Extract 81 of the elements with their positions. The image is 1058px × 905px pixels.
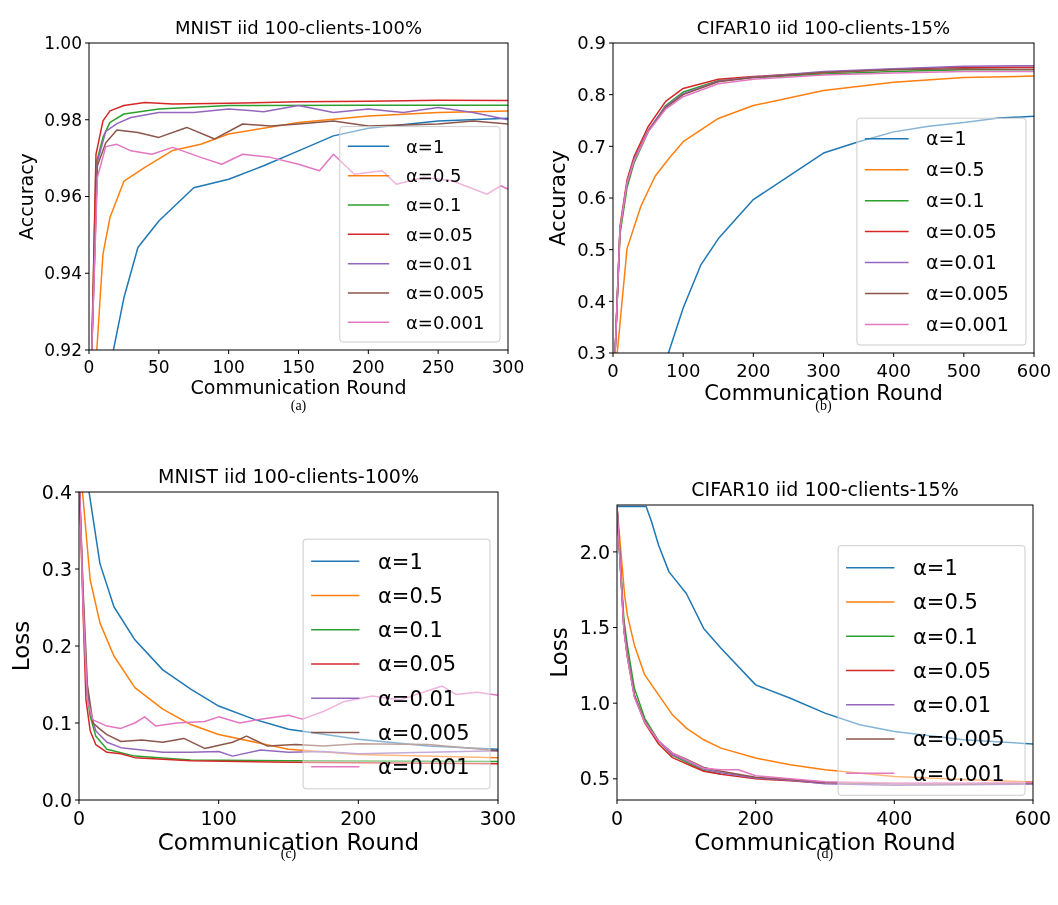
y-axis-title: Accuracy [14,153,37,240]
chart-title: CIFAR10 iid 100-clients-15% [696,17,951,38]
y-tick-label: 0.7 [577,135,606,157]
chart-title: CIFAR10 iid 100-clients-15% [691,478,959,500]
x-tick-label: 100 [200,807,237,829]
x-tick-label: 300 [806,360,841,381]
legend-label: α=0.5 [406,164,462,186]
legend-label: α=0.01 [406,252,474,274]
legend-label: α=0.001 [913,761,1005,786]
x-tick-label: 400 [876,807,913,829]
x-tick-label: 600 [1014,807,1052,829]
legend-label: α=0.01 [378,686,457,711]
legend-label: α=1 [913,556,958,581]
y-tick-label: 0.0 [41,788,72,811]
chart-title: MNIST iid 100-clients-100% [174,17,423,38]
y-tick-label: 0.98 [44,109,82,130]
y-tick-label: 2.0 [579,540,610,563]
legend-label: α=0.1 [406,194,462,216]
y-tick-label: 0.94 [44,263,82,284]
legend-label: α=0.005 [378,720,470,745]
y-tick-label: 0.3 [41,557,72,580]
x-tick-label: 300 [491,357,525,377]
x-tick-label: 200 [736,360,771,381]
y-tick-label: 0.5 [579,767,610,790]
y-axis-title: Loss [546,627,573,678]
legend-label: α=0.05 [406,223,474,245]
y-tick-label: 0.4 [41,480,72,503]
y-tick-label: 0.1 [41,711,72,734]
legend-label: α=0.05 [378,652,457,677]
legend-label: α=0.005 [926,282,1009,305]
x-tick-label: 0 [72,807,86,829]
legend-label: α=1 [406,135,445,157]
x-tick-label: 500 [946,360,982,381]
legend-label: α=0.5 [913,590,978,615]
x-tick-label: 100 [665,360,701,381]
x-tick-label: 0 [610,807,624,829]
y-tick-label: 0.3 [577,342,606,364]
legend-label: α=0.5 [378,583,443,608]
x-axis-title: Communication Round [190,376,407,398]
x-tick-label: 200 [737,807,774,829]
y-tick-label: 0.9 [577,32,606,54]
legend-label: α=0.01 [926,251,997,274]
x-tick-label: 300 [479,807,517,829]
y-tick-label: 0.5 [577,238,606,260]
legend-label: α=0.1 [926,189,985,212]
legend-label: α=1 [378,549,423,574]
legend-label: α=0.1 [378,618,443,643]
chart-title: MNIST iid 100-clients-100% [158,465,419,487]
x-tick-label: 100 [212,357,245,377]
legend-label: α=0.005 [406,282,485,304]
legend-label: α=0.001 [406,311,485,333]
y-tick-label: 1.5 [579,616,610,639]
y-axis-title: Loss [8,620,35,672]
x-tick-label: 150 [282,357,315,377]
x-tick-label: 0 [607,360,619,381]
legend-label: α=0.005 [913,727,1005,752]
x-tick-label: 400 [876,360,911,381]
y-tick-label: 0.4 [577,290,606,312]
x-tick-label: 200 [340,807,377,829]
y-tick-label: 0.6 [577,187,606,209]
x-tick-label: 250 [421,357,455,377]
legend-label: α=0.5 [926,158,985,181]
legend-label: α=1 [926,127,967,150]
legend-label: α=0.01 [913,693,992,718]
x-tick-label: 50 [148,357,170,377]
y-tick-label: 0.8 [577,83,606,105]
legend-label: α=0.001 [926,313,1009,336]
y-tick-label: 0.92 [44,339,82,360]
legend-label: α=0.001 [378,755,470,780]
legend-label: α=0.05 [926,220,997,243]
y-tick-label: 0.2 [41,634,72,657]
legend-label: α=0.05 [913,658,992,683]
y-tick-label: 0.96 [44,186,82,207]
legend-label: α=0.1 [913,624,978,649]
x-tick-label: 600 [1016,360,1052,381]
x-tick-label: 0 [83,357,95,377]
y-tick-label: 1.00 [44,32,82,53]
x-tick-label: 200 [352,357,385,377]
text: (a) [290,398,307,414]
y-tick-label: 1.0 [579,691,610,714]
y-axis-title: Accuracy [546,150,571,246]
